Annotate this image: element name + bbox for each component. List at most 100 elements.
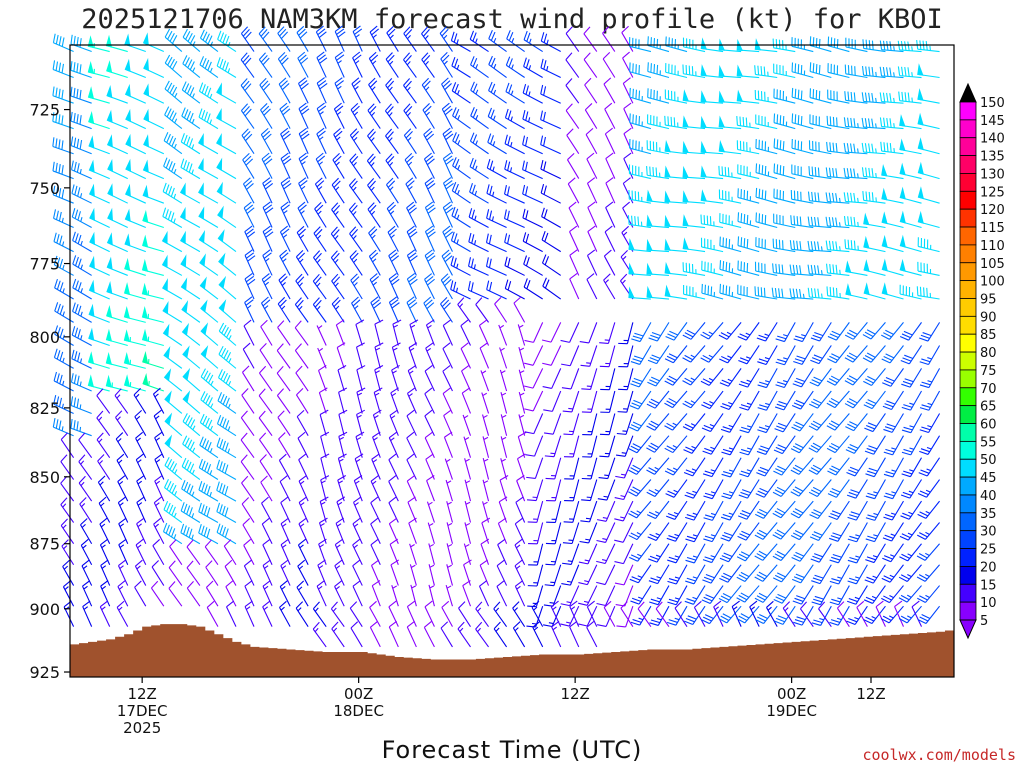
wind-barb <box>755 163 778 180</box>
wind-barb <box>894 600 904 627</box>
wind-barb <box>772 522 796 540</box>
wind-barb <box>369 600 381 627</box>
wind-barb <box>295 249 309 276</box>
wind-barb <box>164 390 183 414</box>
wind-barb <box>198 206 219 228</box>
wind-barb <box>569 249 580 276</box>
wind-barb <box>882 368 904 387</box>
wind-barb <box>880 605 904 624</box>
wind-barb <box>646 479 670 497</box>
wind-barb <box>425 319 435 346</box>
credit-link[interactable]: coolwx.com/models <box>862 746 1016 764</box>
wind-barb <box>807 287 832 300</box>
wind-barb <box>561 345 580 367</box>
wind-barb <box>531 600 544 627</box>
wind-barb <box>899 138 922 155</box>
colorbar-bin <box>959 369 977 389</box>
wind-barb <box>917 500 940 519</box>
wind-barb <box>524 345 544 366</box>
wind-barb <box>244 600 255 627</box>
wind-barb <box>123 374 146 392</box>
wind-barb <box>260 103 273 129</box>
wind-barb <box>544 564 562 587</box>
wind-barb <box>736 89 760 104</box>
wind-barb <box>517 324 526 346</box>
wind-barb <box>917 261 940 276</box>
wind-barb <box>527 500 544 523</box>
wind-barb <box>666 522 688 542</box>
wind-barb <box>78 432 93 459</box>
wind-barb <box>446 501 453 523</box>
wind-barb <box>312 601 327 627</box>
wind-barb <box>198 524 219 545</box>
wind-barb <box>919 390 941 411</box>
wind-barb <box>809 114 832 130</box>
wind-barb <box>564 457 580 480</box>
wind-barb <box>793 605 814 626</box>
wind-barb <box>919 368 941 389</box>
wind-barb <box>544 435 562 458</box>
wind-barb <box>901 390 923 411</box>
wind-barb <box>808 166 832 180</box>
wind-barb <box>135 431 147 458</box>
wind-barb <box>810 543 832 563</box>
wind-barb <box>808 140 832 155</box>
wind-barb <box>596 585 616 607</box>
wind-barb <box>368 226 381 252</box>
wind-barb <box>117 580 129 607</box>
wind-barb <box>579 322 598 344</box>
wind-barb <box>623 127 634 154</box>
wind-barb <box>667 564 688 585</box>
wind-barb <box>180 277 201 300</box>
wind-barb <box>151 560 165 586</box>
wind-barb <box>718 605 742 624</box>
wind-barb <box>241 497 255 523</box>
wind-barb <box>389 409 399 436</box>
wind-barb <box>542 345 562 366</box>
wind-barb <box>348 202 363 228</box>
wind-barb <box>118 538 129 565</box>
wind-barb <box>240 103 255 129</box>
wind-barb <box>901 413 923 434</box>
wind-barb <box>70 86 92 104</box>
wind-barb <box>700 214 724 229</box>
wind-barb <box>646 214 670 229</box>
colorbar-label: 140 <box>980 132 1005 147</box>
wind-barb <box>297 77 309 104</box>
wind-barb <box>88 159 110 180</box>
wind-barb <box>702 564 724 584</box>
wind-barb <box>754 522 778 540</box>
wind-barb <box>89 231 110 253</box>
wind-barb <box>598 457 616 480</box>
wind-barb <box>701 260 724 276</box>
wind-barb <box>542 368 562 389</box>
wind-barb <box>107 158 128 180</box>
terrain-fill <box>70 624 954 677</box>
wind-barb <box>280 559 291 586</box>
wind-barb <box>620 601 634 627</box>
wind-barb <box>693 600 706 627</box>
wind-barb <box>773 435 796 455</box>
wind-barb <box>445 479 453 502</box>
colorbar-label: 70 <box>980 382 997 397</box>
wind-barb <box>298 453 309 480</box>
wind-barb <box>811 585 832 606</box>
wind-barb <box>225 600 237 627</box>
wind-barb <box>216 157 237 180</box>
wind-barb <box>153 496 165 523</box>
wind-barb <box>486 184 507 204</box>
wind-barb <box>600 390 616 413</box>
wind-barb <box>297 51 309 78</box>
wind-barb <box>182 435 201 459</box>
wind-barb <box>96 410 111 437</box>
wind-barb <box>700 345 724 363</box>
wind-barb <box>216 437 237 459</box>
wind-barb <box>331 202 345 228</box>
wind-barb <box>424 409 435 436</box>
wind-barb <box>460 342 472 369</box>
wind-barb <box>386 201 399 228</box>
wind-barb <box>504 233 525 253</box>
wind-barb <box>597 479 616 501</box>
wind-barb <box>565 52 580 78</box>
